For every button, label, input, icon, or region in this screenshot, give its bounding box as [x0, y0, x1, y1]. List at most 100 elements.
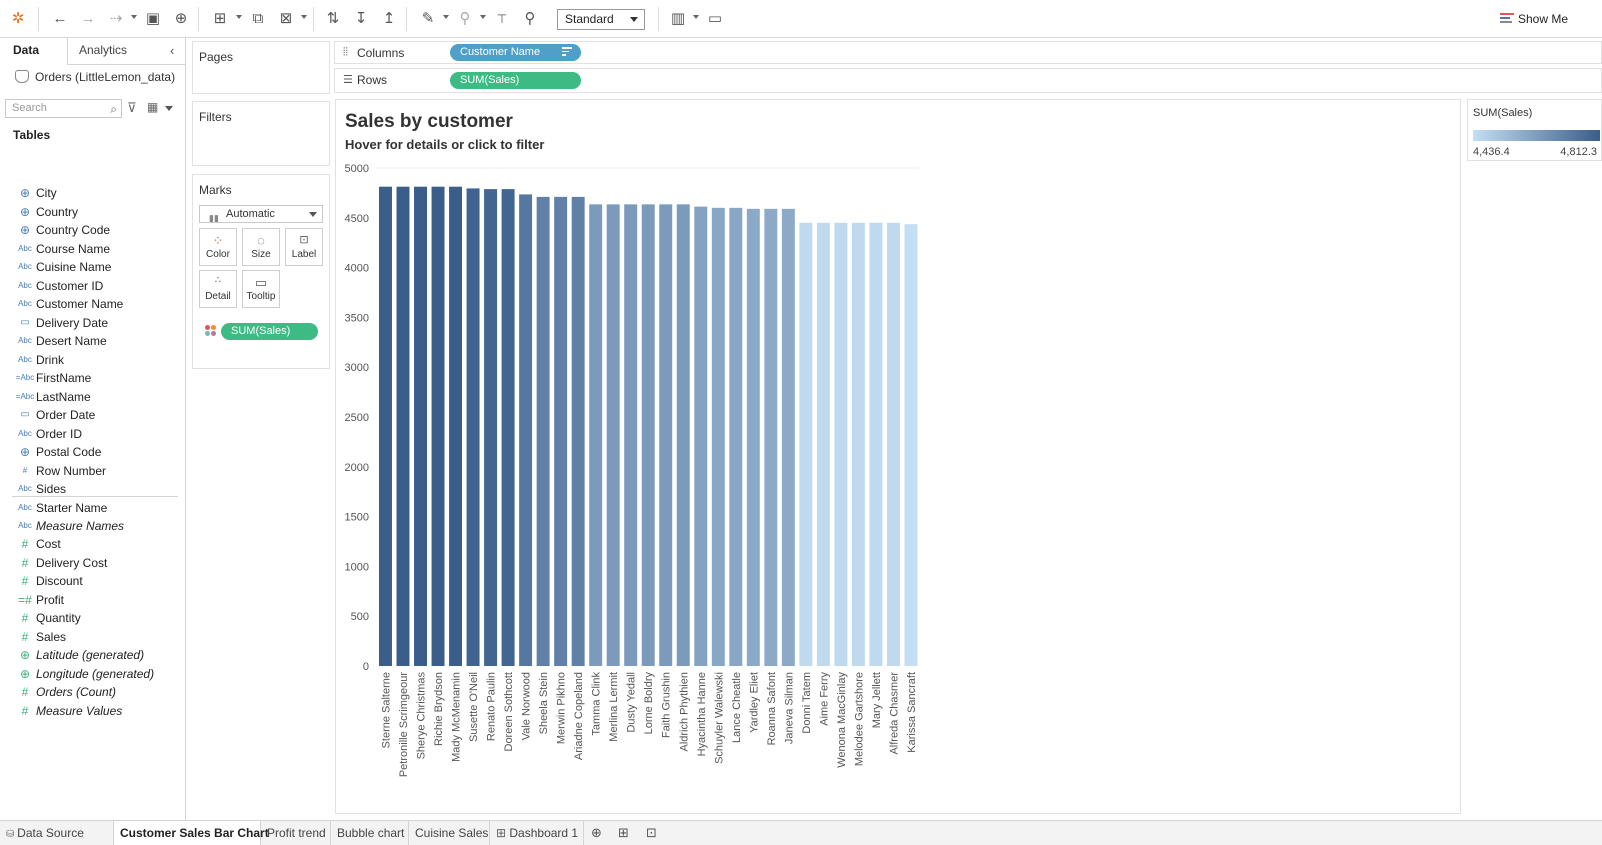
string-icon: Abc: [18, 336, 32, 345]
pages-card[interactable]: Pages: [192, 41, 330, 94]
field-label: Sales: [36, 629, 67, 644]
new-datasource-icon[interactable]: ⊕: [174, 10, 188, 27]
duplicate-sheet-icon[interactable]: ⧉: [252, 10, 264, 27]
field-item[interactable]: ⊕ Country Code: [14, 221, 110, 239]
tab-customer-sales-bar-chart[interactable]: Customer Sales Bar Chart: [114, 821, 269, 845]
sort-descending-icon[interactable]: ↥: [382, 10, 396, 27]
sort-ascending-icon[interactable]: ↧: [354, 10, 368, 27]
chart-title: Sales by customer: [345, 111, 513, 132]
field-item[interactable]: ⊕ Country: [14, 203, 78, 221]
field-item[interactable]: =# Profit: [14, 591, 64, 609]
x-tick-label: Mady McMenamin: [451, 672, 463, 762]
pin-icon[interactable]: ⚲: [524, 10, 536, 27]
x-tick-label: Hyacintha Hanne: [696, 672, 708, 756]
y-tick-label: 4500: [345, 213, 369, 225]
redo-icon[interactable]: →: [80, 10, 96, 27]
color-button[interactable]: ⁘ Color: [199, 228, 237, 266]
group-icon[interactable]: ⚲: [459, 10, 471, 27]
field-item[interactable]: Abc Desert Name: [14, 332, 107, 350]
color-legend[interactable]: SUM(Sales) 4,436.4 4,812.3: [1467, 99, 1602, 161]
chevron-down-icon[interactable]: [165, 106, 173, 111]
field-item[interactable]: Abc Customer Name: [14, 295, 123, 313]
field-item[interactable]: # Cost: [14, 535, 61, 553]
number-icon: #: [21, 685, 29, 699]
field-label: Sides: [36, 482, 67, 496]
field-item[interactable]: # Discount: [14, 572, 83, 590]
field-item[interactable]: Abc Course Name: [14, 240, 110, 258]
toolbar-separator: [658, 7, 659, 31]
show-me-button[interactable]: Show Me: [1518, 12, 1569, 26]
tab-data-source[interactable]: ⛁ Data Source: [0, 821, 114, 845]
filter-icon[interactable]: ⊽: [127, 100, 137, 115]
rows-shelf[interactable]: ☰ Rows SUM(Sales): [334, 68, 1602, 93]
group-dropdown-icon[interactable]: [480, 15, 486, 19]
view-list-icon[interactable]: ▦: [147, 100, 159, 114]
field-item[interactable]: ⊕ City: [14, 184, 57, 202]
marks-sum-sales-pill[interactable]: SUM(Sales): [221, 323, 318, 340]
tab-cuisine-sales[interactable]: Cuisine Sales: [409, 821, 490, 845]
fit-select[interactable]: Standard: [557, 9, 645, 30]
field-item[interactable]: # Row Number: [14, 462, 106, 480]
tooltip-button[interactable]: ▭ Tooltip: [242, 270, 280, 308]
field-item[interactable]: ⊕ Longitude (generated): [14, 665, 154, 683]
label-label: Label: [291, 249, 317, 260]
search-input[interactable]: Search ⌕: [5, 99, 122, 118]
tab-profit-trend[interactable]: Profit trend: [261, 821, 331, 845]
new-worksheet-dropdown-icon[interactable]: [236, 15, 242, 19]
undo-icon[interactable]: ←: [52, 10, 68, 27]
tab-dashboard-1[interactable]: ⊞ Dashboard 1: [490, 821, 584, 845]
show-cards-icon[interactable]: ▥: [670, 10, 686, 27]
field-item[interactable]: # Orders (Count): [14, 683, 116, 701]
field-item[interactable]: ▭ Order Date: [14, 406, 95, 424]
replay-dropdown-icon[interactable]: [131, 15, 137, 19]
field-item[interactable]: ▭ Delivery Date: [14, 314, 108, 332]
highlight-icon[interactable]: ✎: [421, 10, 435, 27]
label-button[interactable]: ⊡ Label: [285, 228, 323, 266]
replay-icon[interactable]: ⇢: [109, 10, 123, 27]
filters-card[interactable]: Filters: [192, 101, 330, 166]
tab-analytics[interactable]: Analytics: [79, 43, 128, 57]
field-item[interactable]: =Abc FirstName: [14, 369, 92, 387]
field-item[interactable]: Abc Sides: [14, 480, 66, 498]
field-item[interactable]: ⊕ Latitude (generated): [14, 646, 144, 664]
field-item[interactable]: # Sales: [14, 628, 66, 646]
field-item[interactable]: Abc Order ID: [14, 425, 82, 443]
field-item[interactable]: Abc Cuisine Name: [14, 258, 111, 276]
bar: [904, 224, 918, 666]
mark-type-select[interactable]: ▮▮ Automatic: [199, 205, 323, 223]
clear-sheet-dropdown-icon[interactable]: [301, 15, 307, 19]
label-icon[interactable]: ⊤: [496, 12, 508, 26]
field-item[interactable]: ⊕ Postal Code: [14, 443, 101, 461]
x-tick-label: Schuyler Walewski: [713, 672, 725, 764]
show-cards-dropdown-icon[interactable]: [693, 15, 699, 19]
tableau-logo-icon[interactable]: ✲: [11, 10, 25, 27]
y-tick-label: 1500: [345, 512, 369, 524]
new-dashboard-tab-icon[interactable]: ⊞: [618, 825, 629, 840]
tab-bubble-chart[interactable]: Bubble chart: [331, 821, 409, 845]
field-item[interactable]: Abc Measure Names: [14, 517, 124, 535]
datasource-name[interactable]: Orders (LittleLemon_data): [15, 69, 175, 85]
field-item[interactable]: # Measure Values: [14, 702, 123, 720]
detail-button[interactable]: ∴ Detail: [199, 270, 237, 308]
tab-data[interactable]: Data: [0, 38, 68, 65]
field-item[interactable]: Abc Customer ID: [14, 277, 103, 295]
new-worksheet-icon[interactable]: ⊞: [213, 10, 227, 27]
save-icon[interactable]: ▣: [145, 10, 161, 27]
field-item[interactable]: =Abc LastName: [14, 388, 91, 406]
field-item[interactable]: Abc Starter Name: [14, 499, 107, 517]
new-worksheet-tab-icon[interactable]: ⊕: [591, 825, 602, 840]
collapse-pane-icon[interactable]: ‹: [170, 43, 175, 58]
field-item[interactable]: Abc Drink: [14, 351, 64, 369]
customer-name-pill[interactable]: Customer Name: [450, 44, 581, 61]
highlight-dropdown-icon[interactable]: [443, 15, 449, 19]
field-item[interactable]: # Delivery Cost: [14, 554, 108, 572]
columns-shelf[interactable]: ⦙⦙ Columns Customer Name: [334, 41, 1602, 64]
field-item[interactable]: # Quantity: [14, 609, 81, 627]
new-story-tab-icon[interactable]: ⊡: [646, 825, 657, 840]
clear-sheet-icon[interactable]: ⊠: [279, 10, 293, 27]
size-button[interactable]: ◌ Size: [242, 228, 280, 266]
rows-sum-sales-pill[interactable]: SUM(Sales): [450, 72, 581, 89]
swap-icon[interactable]: ⇅: [326, 10, 340, 27]
presentation-icon[interactable]: ▭: [707, 10, 723, 27]
show-me-icon[interactable]: [1500, 13, 1514, 25]
